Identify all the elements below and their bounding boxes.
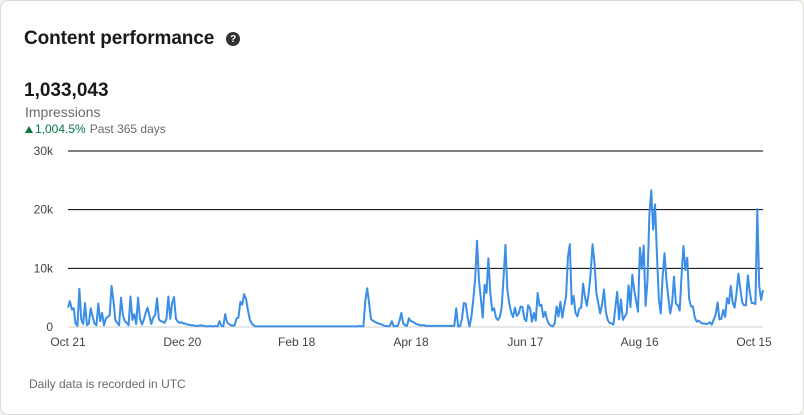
impressions-series-line bbox=[67, 189, 764, 328]
x-tick-label: Apr 18 bbox=[393, 335, 429, 349]
help-circle-icon[interactable]: ? bbox=[226, 32, 241, 46]
x-tick-label: Aug 16 bbox=[621, 335, 659, 349]
impressions-label: Impressions bbox=[25, 104, 101, 120]
utc-footnote: Daily data is recorded in UTC bbox=[29, 377, 186, 391]
y-tick-label: 0 bbox=[46, 320, 53, 334]
y-tick-label: 20k bbox=[34, 203, 54, 217]
x-tick-label: Dec 20 bbox=[163, 335, 201, 349]
x-tick-label: Oct 15 bbox=[736, 335, 772, 349]
change-value: 1,004.5% bbox=[35, 122, 86, 136]
up-arrow-icon bbox=[25, 125, 33, 133]
impressions-value: 1,033,043 bbox=[24, 80, 109, 101]
y-tick-label: 10k bbox=[34, 261, 54, 275]
x-tick-label: Oct 21 bbox=[50, 335, 86, 349]
change-period: Past 365 days bbox=[89, 122, 166, 136]
change-row: 1,004.5% Past 365 days bbox=[25, 122, 166, 136]
x-tick-label: Jun 17 bbox=[507, 335, 543, 349]
impressions-line-chart: 0 10k 20k 30k Oct 21 Dec 20 Feb 18 Apr 18 Jun 17… bbox=[34, 144, 772, 349]
y-tick-label: 30k bbox=[34, 144, 54, 158]
card-title: Content performance bbox=[24, 28, 215, 49]
title-row: Content performance ? bbox=[24, 28, 241, 50]
x-tick-label: Feb 18 bbox=[278, 335, 316, 349]
